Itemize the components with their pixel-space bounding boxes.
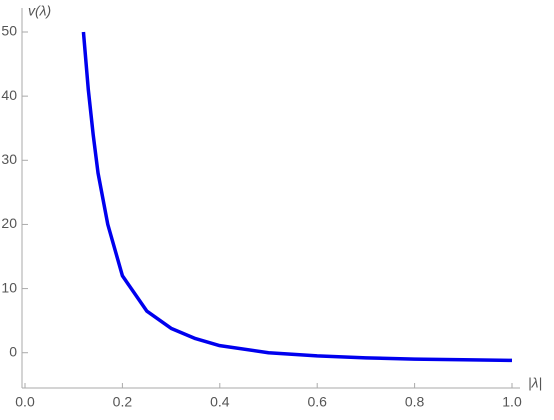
line <box>81 31 513 363</box>
x-tick-label: 0.2 <box>113 394 133 410</box>
x-tick-label: 0.8 <box>405 394 425 410</box>
y-tick-label: 40 <box>1 87 17 103</box>
y-tick-label: 30 <box>1 151 17 167</box>
y-tick-label: 0 <box>9 343 17 359</box>
y-axis-label: v(λ) <box>28 3 51 19</box>
y-tick-label: 50 <box>1 23 17 39</box>
x-tick-label: 0.6 <box>307 394 327 410</box>
x-axis-label: |λ| <box>528 375 542 391</box>
x-tick-label: 0.0 <box>15 394 35 410</box>
y-tick-label: 20 <box>1 215 17 231</box>
x-tick-label: 0.4 <box>210 394 230 410</box>
x-tick-label: 1.0 <box>502 394 522 410</box>
y-tick-label: 10 <box>1 279 17 295</box>
